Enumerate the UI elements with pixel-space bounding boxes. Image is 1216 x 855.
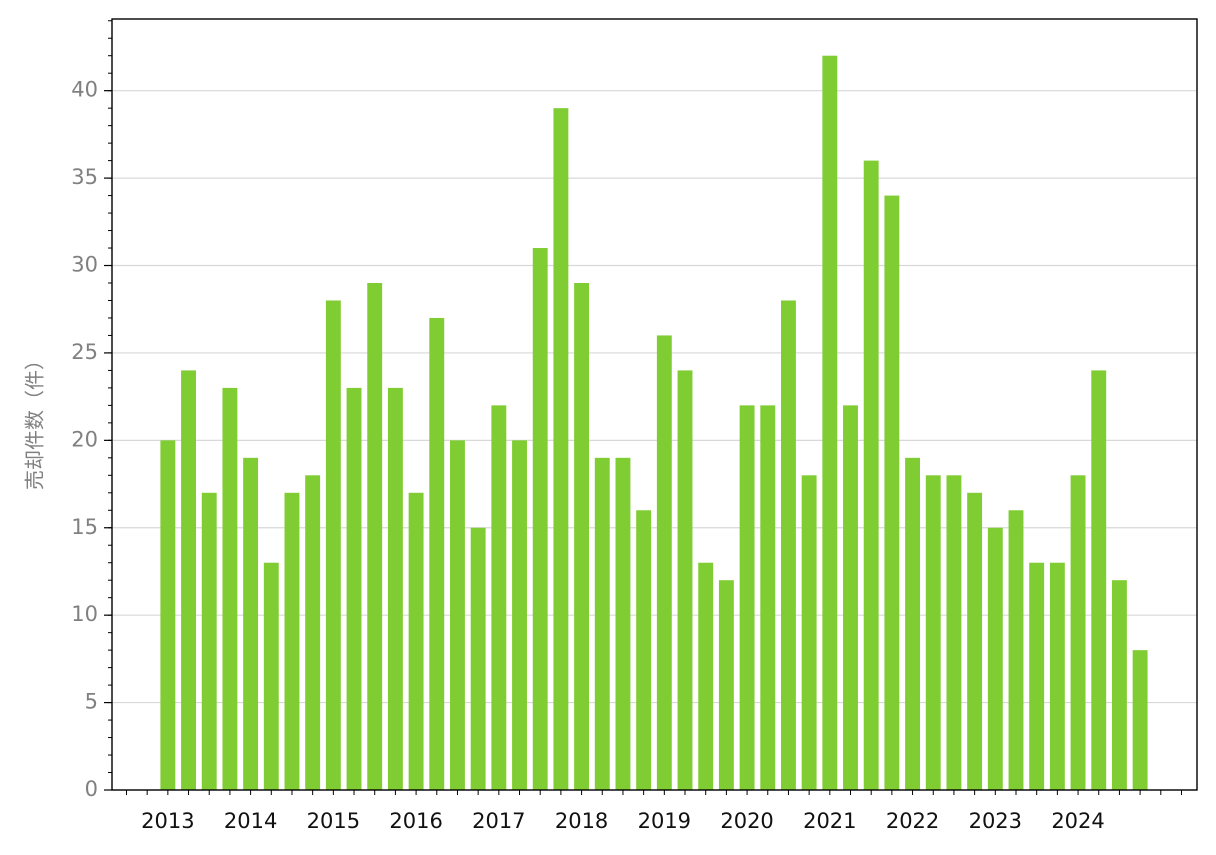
bar xyxy=(905,457,921,790)
bar xyxy=(1132,650,1148,790)
bar xyxy=(1008,510,1024,790)
y-tick-label: 35 xyxy=(71,165,98,189)
y-tick-label: 10 xyxy=(71,602,98,626)
bar xyxy=(222,387,238,790)
x-tick-label: 2016 xyxy=(389,809,442,833)
bar xyxy=(925,475,941,790)
y-tick-label: 20 xyxy=(71,427,98,451)
x-tick-label: 2015 xyxy=(307,809,360,833)
y-tick-label: 5 xyxy=(85,690,98,714)
bar xyxy=(1091,370,1107,790)
bar xyxy=(863,160,879,790)
bar xyxy=(491,405,507,790)
bar xyxy=(594,457,610,790)
bar xyxy=(574,282,590,790)
x-tick-label: 2013 xyxy=(141,809,194,833)
bar xyxy=(305,475,321,790)
bar xyxy=(325,300,341,790)
bar xyxy=(512,440,527,790)
bar xyxy=(553,108,569,790)
bar xyxy=(1029,562,1045,790)
bar xyxy=(1070,475,1086,790)
bar xyxy=(698,562,714,790)
bar xyxy=(780,300,796,790)
bar xyxy=(615,457,631,790)
y-tick-label: 25 xyxy=(71,340,98,364)
bar xyxy=(429,317,445,790)
bar xyxy=(1049,562,1065,790)
bar xyxy=(843,405,858,790)
y-axis-label: 売却件数（件） xyxy=(23,350,47,490)
bar xyxy=(450,440,465,790)
bar xyxy=(967,492,983,790)
bar xyxy=(636,510,652,790)
x-tick-label: 2014 xyxy=(224,809,277,833)
x-tick-label: 2017 xyxy=(472,809,525,833)
bar xyxy=(408,492,424,790)
bar xyxy=(532,248,548,790)
bar xyxy=(387,387,403,790)
bar xyxy=(718,580,734,790)
bar xyxy=(677,370,693,790)
bar xyxy=(346,387,362,790)
bar xyxy=(1111,580,1127,790)
x-tick-label: 2020 xyxy=(720,809,773,833)
bar xyxy=(470,527,486,790)
bar xyxy=(884,195,900,790)
bar xyxy=(656,335,672,790)
x-tick-label: 2022 xyxy=(886,809,939,833)
plot-frame xyxy=(111,18,1198,791)
bar xyxy=(987,527,1003,790)
x-tick-label: 2019 xyxy=(638,809,691,833)
y-tick-label: 0 xyxy=(85,777,98,801)
bar xyxy=(160,440,176,790)
x-tick-label: 2023 xyxy=(969,809,1022,833)
x-tick-label: 2024 xyxy=(1051,809,1104,833)
bar xyxy=(263,562,279,790)
bar xyxy=(822,55,838,790)
bar xyxy=(367,282,383,790)
x-tick-label: 2021 xyxy=(803,809,856,833)
y-tick-label: 30 xyxy=(71,253,98,277)
bar xyxy=(181,370,196,790)
x-tick-label: 2018 xyxy=(555,809,608,833)
bar xyxy=(739,405,755,790)
bar xyxy=(760,405,776,790)
bar xyxy=(243,457,259,790)
y-tick-label: 15 xyxy=(71,515,98,539)
bar xyxy=(284,492,300,790)
y-tick-label: 40 xyxy=(71,78,98,102)
bar xyxy=(946,475,962,790)
bar xyxy=(801,475,817,790)
bar xyxy=(201,492,217,790)
